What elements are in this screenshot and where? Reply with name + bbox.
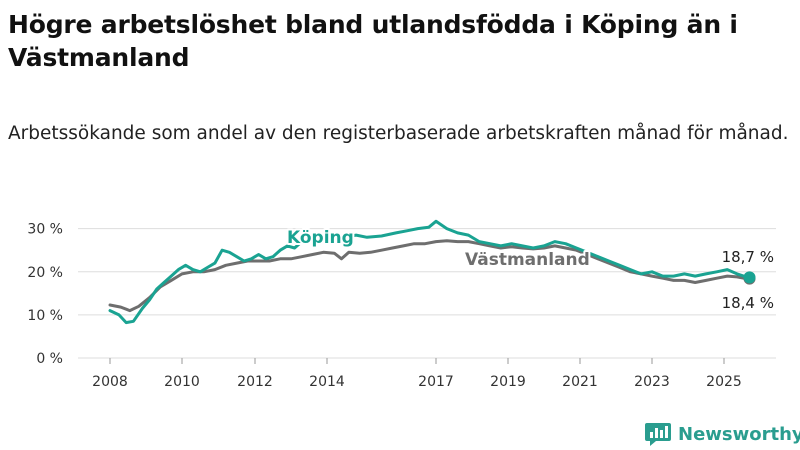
- x-tick-label: 2012: [237, 374, 273, 390]
- newsworthy-brand[interactable]: Newsworthy: [644, 420, 800, 448]
- chart-title: Högre arbetslöshet bland utlandsfödda i …: [8, 10, 738, 72]
- x-tick-label: 2019: [490, 374, 526, 390]
- newsworthy-logo-icon: [645, 423, 671, 446]
- end-marker-koping: [743, 271, 756, 284]
- y-tick-label: 20 %: [27, 265, 63, 281]
- x-tick-label: 2021: [562, 374, 598, 390]
- y-tick-label: 10 %: [27, 308, 63, 324]
- series-label-koping: Köping: [287, 228, 354, 248]
- y-tick-label: 0 %: [36, 351, 63, 367]
- series-line-vastmanland: [108, 239, 751, 313]
- end-value-label-koping: 18,7 %: [722, 248, 774, 266]
- brand-name: Newsworthy: [678, 423, 800, 445]
- end-value-label-vastmanland: 18,4 %: [722, 294, 774, 312]
- x-tick-label: 2023: [634, 374, 670, 390]
- series-label-vastmanland: Västmanland: [465, 250, 590, 270]
- chart-subtitle: Arbetssökande som andel av den registerb…: [8, 123, 789, 144]
- x-tick-label: 2010: [164, 374, 200, 390]
- series-line-koping: [108, 219, 751, 325]
- x-tick-label: 2025: [706, 374, 742, 390]
- x-tick-label: 2014: [309, 374, 345, 390]
- y-tick-label: 30 %: [27, 222, 63, 238]
- x-tick-label: 2008: [92, 374, 128, 390]
- x-tick-label: 2017: [418, 374, 454, 390]
